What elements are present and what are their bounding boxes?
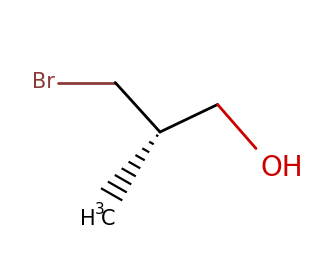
Text: OH: OH: [261, 154, 303, 182]
Text: Br: Br: [32, 73, 54, 92]
Text: 3: 3: [94, 202, 104, 217]
Text: C: C: [101, 209, 115, 229]
Text: H: H: [80, 209, 96, 229]
